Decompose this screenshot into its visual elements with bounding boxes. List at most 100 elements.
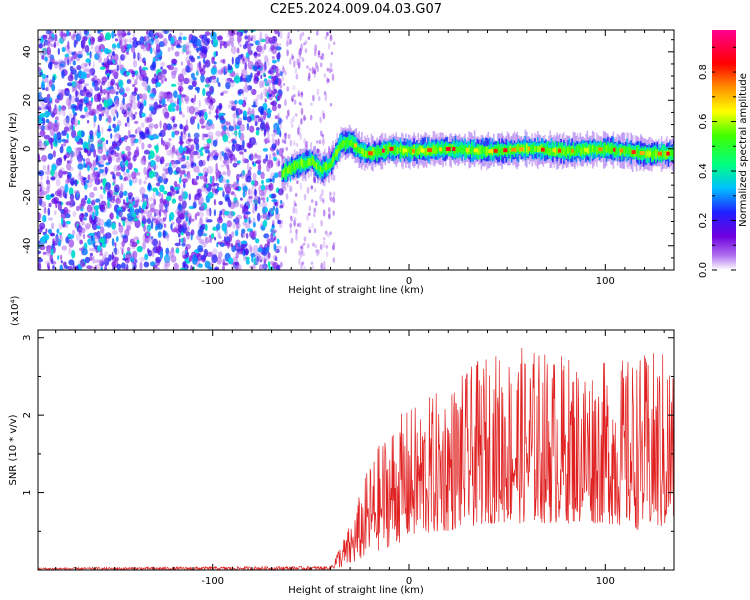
noise-cell bbox=[182, 100, 184, 104]
noise-cell bbox=[119, 58, 122, 67]
noise-cell bbox=[198, 263, 203, 268]
noise-cell bbox=[295, 113, 298, 117]
noise-cell bbox=[139, 73, 143, 81]
noise-cell bbox=[126, 247, 131, 252]
noise-cell bbox=[266, 245, 270, 253]
noise-cell bbox=[81, 62, 87, 70]
noise-cell bbox=[304, 48, 308, 54]
noise-cell bbox=[142, 45, 148, 52]
noise-cell bbox=[316, 252, 319, 257]
noise-cell bbox=[179, 111, 183, 115]
noise-cell bbox=[113, 178, 116, 185]
noise-cell bbox=[311, 265, 315, 270]
noise-cell bbox=[227, 199, 232, 208]
noise-cell bbox=[299, 103, 303, 107]
noise-cell bbox=[270, 207, 274, 212]
noise-cell bbox=[46, 179, 50, 185]
noise-cell bbox=[92, 159, 97, 167]
noise-cell bbox=[55, 233, 59, 242]
noise-cell bbox=[135, 127, 142, 134]
signal-cell bbox=[361, 148, 363, 155]
noise-cell bbox=[149, 160, 156, 168]
signal-cell bbox=[348, 140, 351, 146]
noise-cell bbox=[103, 57, 107, 65]
noise-cell bbox=[132, 31, 135, 39]
noise-cell bbox=[128, 195, 132, 200]
noise-cell bbox=[170, 83, 177, 87]
peak-cell bbox=[571, 148, 574, 153]
noise-cell bbox=[87, 143, 92, 150]
noise-cell bbox=[141, 142, 145, 150]
signal-cell bbox=[325, 162, 327, 170]
noise-cell bbox=[97, 245, 102, 252]
noise-cell bbox=[48, 202, 52, 208]
signal-cell bbox=[281, 170, 283, 178]
noise-cell bbox=[332, 245, 335, 251]
noise-cell bbox=[287, 133, 291, 140]
noise-cell bbox=[170, 70, 177, 76]
noise-cell bbox=[238, 144, 245, 151]
noise-cell bbox=[265, 178, 270, 183]
noise-cell bbox=[328, 147, 331, 156]
colorbar-tick-label: 0.2 bbox=[698, 213, 709, 229]
noise-cell bbox=[204, 111, 208, 121]
noise-cell bbox=[39, 184, 42, 192]
noise-cell bbox=[115, 38, 119, 42]
noise-cell bbox=[155, 245, 162, 253]
noise-cell bbox=[125, 159, 129, 167]
noise-cell bbox=[121, 248, 124, 255]
noise-cell bbox=[326, 67, 330, 72]
noise-cell bbox=[271, 45, 278, 55]
noise-cell bbox=[128, 69, 135, 73]
signal-cell bbox=[414, 148, 417, 157]
noise-cell bbox=[276, 150, 279, 156]
noise-cell bbox=[261, 69, 265, 76]
noise-cell bbox=[39, 90, 42, 99]
noise-cell bbox=[287, 109, 290, 116]
noise-cell bbox=[160, 75, 167, 82]
noise-cell bbox=[324, 230, 328, 235]
noise-cell bbox=[303, 114, 306, 121]
noise-cell bbox=[61, 245, 68, 251]
noise-cell bbox=[234, 130, 238, 136]
noise-cell bbox=[271, 199, 278, 203]
noise-cell bbox=[326, 31, 329, 37]
signal-cell bbox=[516, 144, 518, 152]
noise-cell bbox=[127, 162, 133, 171]
noise-cell bbox=[98, 259, 102, 267]
noise-cell bbox=[55, 116, 60, 121]
noise-cell bbox=[199, 112, 202, 118]
noise-cell bbox=[287, 31, 291, 39]
noise-cell bbox=[130, 45, 136, 53]
signal-cell bbox=[565, 147, 568, 156]
noise-cell bbox=[223, 158, 230, 167]
noise-cell bbox=[244, 211, 251, 215]
noise-cell bbox=[290, 215, 293, 222]
noise-cell bbox=[169, 162, 172, 169]
noise-cell bbox=[105, 238, 110, 244]
noise-cell bbox=[186, 212, 192, 220]
noise-cell bbox=[90, 108, 95, 114]
noise-cell bbox=[75, 205, 80, 212]
noise-cell bbox=[307, 172, 311, 179]
noise-cell bbox=[232, 112, 239, 119]
noise-cell bbox=[158, 132, 163, 137]
noise-cell bbox=[170, 45, 175, 51]
noise-cell bbox=[189, 50, 192, 55]
noise-cell bbox=[41, 80, 45, 89]
noise-cell bbox=[268, 182, 274, 191]
noise-cell bbox=[119, 39, 123, 49]
noise-cell bbox=[218, 102, 222, 111]
noise-cell bbox=[300, 91, 304, 96]
noise-cell bbox=[61, 46, 66, 53]
noise-cell bbox=[122, 267, 125, 270]
noise-cell bbox=[243, 255, 248, 262]
noise-cell bbox=[285, 193, 289, 200]
signal-cell bbox=[487, 148, 490, 155]
noise-cell bbox=[162, 140, 165, 147]
noise-cell bbox=[181, 169, 186, 175]
signal-cell bbox=[484, 146, 487, 155]
noise-cell bbox=[91, 171, 98, 178]
noise-cell bbox=[328, 213, 331, 220]
noise-cell bbox=[92, 199, 96, 204]
